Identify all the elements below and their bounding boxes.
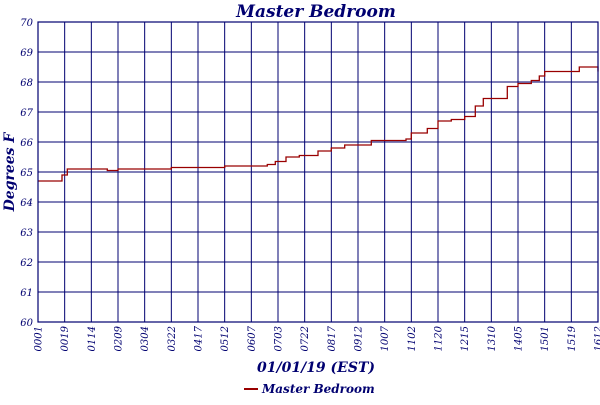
y-tick-label: 66 <box>20 138 33 149</box>
x-tick-label: 1120 <box>434 325 445 351</box>
y-tick-label: 70 <box>20 18 33 29</box>
x-axis-title: 01/01/19 (EST) <box>257 360 375 376</box>
x-tick-label: 1310 <box>487 325 498 351</box>
x-tick-label: 1405 <box>514 326 525 351</box>
x-tick-label: 1007 <box>380 325 391 351</box>
x-tick-label: 1215 <box>460 326 471 351</box>
chart-title: Master Bedroom <box>235 2 396 22</box>
x-tick-label: 0019 <box>60 325 71 351</box>
y-tick-label: 65 <box>20 168 33 179</box>
y-tick-label: 60 <box>20 318 33 329</box>
x-tick-label: 1102 <box>407 326 418 351</box>
legend: Master Bedroom <box>244 382 375 396</box>
x-tick-label: 1519 <box>567 325 578 351</box>
x-tick-label: 0304 <box>140 326 151 351</box>
x-tick-label: 0417 <box>194 325 205 351</box>
x-tick-label: 0512 <box>220 326 231 351</box>
x-tick-label: 0912 <box>354 326 365 351</box>
x-tick-label: 0722 <box>300 326 311 351</box>
y-tick-label: 63 <box>20 228 33 239</box>
x-tick-label: 1501 <box>540 326 551 351</box>
x-tick-label: 0001 <box>34 326 45 351</box>
y-tick-label: 68 <box>20 78 33 89</box>
legend-label: Master Bedroom <box>261 382 375 396</box>
x-tick-label: 1612 <box>594 326 600 351</box>
y-tick-label: 62 <box>20 258 33 269</box>
x-tick-label: 0114 <box>87 326 98 351</box>
y-tick-label: 67 <box>20 108 33 119</box>
y-tick-label: 69 <box>20 48 33 59</box>
x-tick-label: 0209 <box>114 325 125 351</box>
x-tick-label: 0703 <box>274 326 285 351</box>
x-tick-label: 0607 <box>247 325 258 351</box>
y-tick-label: 61 <box>20 288 33 299</box>
y-tick-label: 64 <box>20 198 33 209</box>
x-tick-label: 0817 <box>327 325 338 351</box>
x-tick-label: 0322 <box>167 326 178 351</box>
y-axis-title: Degrees F <box>2 132 18 213</box>
